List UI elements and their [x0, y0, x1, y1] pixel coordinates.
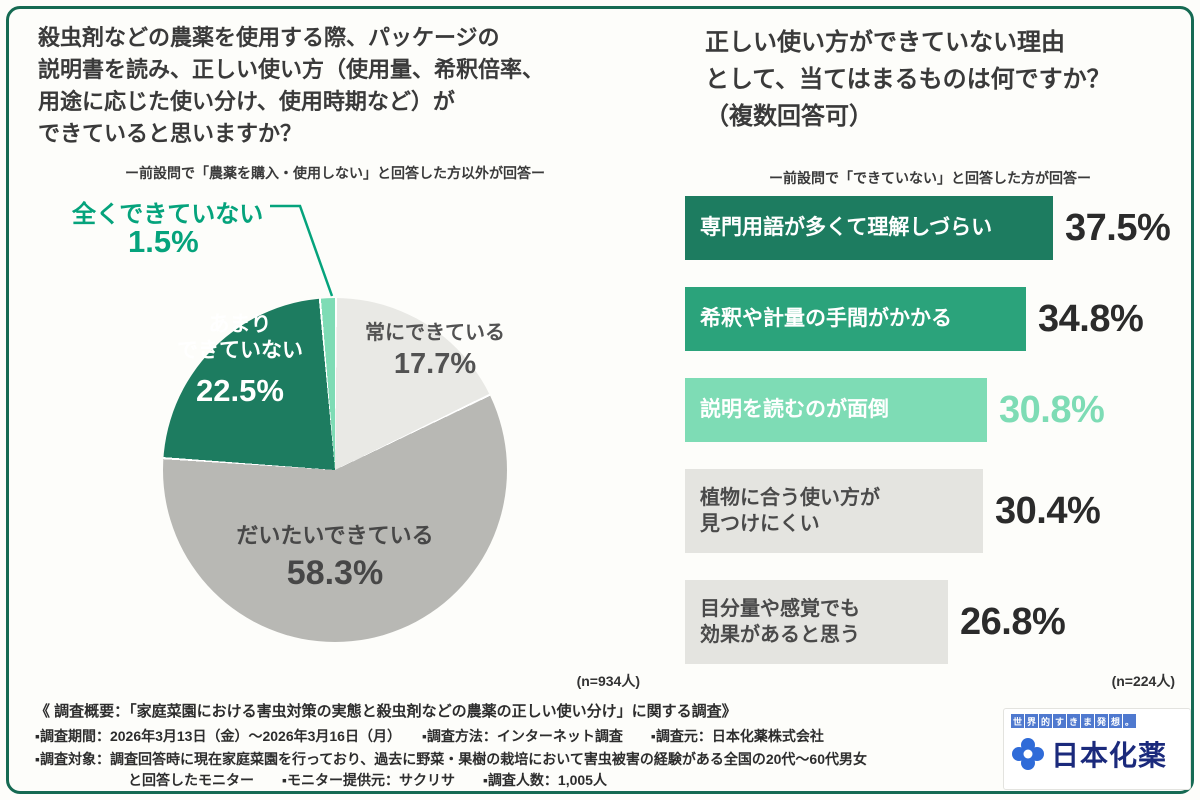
bar-sample-size: (n=224人) — [1111, 673, 1175, 689]
bar-section-subtitle: ー前設問で「できていない」と回答した方が回答ー — [769, 170, 1091, 186]
pie-label-mostly: だいたいできている 58.3% — [225, 518, 445, 593]
pie-slice-value: 22.5% — [196, 372, 284, 408]
tagline-char: 想 — [1109, 714, 1122, 728]
bar-label: 希釈や計量の手間がかかる — [700, 307, 952, 331]
bar-value: 37.5% — [1065, 206, 1171, 249]
logo-tagline: 世界的すきま発想。 — [1011, 714, 1183, 728]
pie-slice-value: 58.3% — [286, 554, 384, 592]
bar-label: 説明を読むのが面倒 — [700, 398, 889, 422]
bar-row: 目分量や感覚でも 効果があると思う 26.8% — [685, 580, 1170, 664]
pie-slice-label: あまり できていない — [177, 313, 303, 363]
bar-row: 専門用語が多くて理解しづらい 37.5% — [685, 196, 1171, 260]
pie-slice-label: だいたいできている — [236, 523, 434, 548]
company-name: 日本化薬 — [1051, 740, 1168, 771]
pie-section-title: 殺虫剤などの農薬を使用する際、パッケージの 説明書を読み、正しい使い方（使用量、… — [38, 25, 545, 146]
pie-callout-value: 1.5% — [128, 224, 199, 259]
bar: 希釈や計量の手間がかかる — [685, 287, 1026, 351]
bar: 専門用語が多くて理解しづらい — [685, 196, 1053, 260]
bar-row: 説明を読むのが面倒 30.8% — [685, 378, 1170, 442]
bar-row: 植物に合う使い方が 見つけにくい 30.4% — [685, 469, 1170, 553]
survey-overview-line: ▪調査期間：2026年3月13日（金）〜2026年3月16日（月） ▪調査方法：… — [35, 728, 824, 744]
company-logo: 日本化薬 — [1011, 734, 1183, 774]
survey-overview-line: ▪調査対象：調査回答時に現在家庭菜園を行っており、過去に野菜・果樹の栽培において… — [35, 751, 868, 767]
tagline-char: 界 — [1025, 714, 1038, 728]
tagline-char: 世 — [1011, 714, 1024, 728]
pie-slice-label: 常にできている — [365, 322, 505, 344]
bar-chart: 専門用語が多くて理解しづらい 37.5% 希釈や計量の手間がかかる 34.8% 説明を読… — [685, 196, 1171, 664]
nippon-kayaku-logo-icon — [1012, 738, 1044, 770]
bar-value: 34.8% — [1038, 297, 1144, 340]
company-logo-block: 世界的すきま発想。 日本化薬 — [1003, 708, 1191, 790]
bar-label: 専門用語が多くて理解しづらい — [700, 216, 993, 240]
pie-chart — [163, 298, 507, 642]
pie-callout-label: 全くできていない — [72, 201, 264, 228]
pie-label-rarely: あまり できていない 22.5% — [150, 312, 330, 409]
survey-overview-title: 《 調査概要：「家庭菜園における害虫対策の実態と殺虫剤などの農薬の正しい使い分け… — [35, 703, 737, 720]
pie-slice-value: 17.7% — [393, 348, 477, 380]
bar: 目分量や感覚でも 効果があると思う — [685, 580, 948, 664]
pie-sample-size: (n=934人) — [576, 673, 640, 689]
bar-section-title: 正しい使い方ができていない理由 として、当てはまるものは何ですか？ （複数回答可… — [705, 29, 1111, 131]
tagline-char: 。 — [1123, 714, 1136, 728]
bar: 説明を読むのが面倒 — [685, 378, 987, 442]
tagline-char: き — [1067, 714, 1080, 728]
bar-row: 希釈や計量の手間がかかる 34.8% — [685, 287, 1170, 351]
tagline-char: ま — [1081, 714, 1094, 728]
bar-label: 植物に合う使い方が 見つけにくい — [700, 487, 880, 535]
bar-value: 30.8% — [999, 388, 1105, 431]
bar-value: 30.4% — [995, 489, 1101, 532]
bar-value: 26.8% — [960, 600, 1066, 643]
tagline-char: 的 — [1039, 714, 1052, 728]
bar-label: 目分量や感覚でも 効果があると思う — [700, 598, 860, 646]
survey-overview-line: と回答したモニター ▪モニター提供元：サクリサ ▪調査人数：1,005人 — [128, 772, 607, 788]
pie-label-always: 常にできている 17.7% — [350, 316, 520, 381]
pie-section-subtitle: ー前設問で「農薬を購入・使用しない」と回答した方以外が回答ー — [125, 165, 545, 181]
tagline-char: 発 — [1095, 714, 1108, 728]
bar: 植物に合う使い方が 見つけにくい — [685, 469, 983, 553]
border-frame — [6, 6, 1194, 794]
tagline-char: す — [1053, 714, 1066, 728]
